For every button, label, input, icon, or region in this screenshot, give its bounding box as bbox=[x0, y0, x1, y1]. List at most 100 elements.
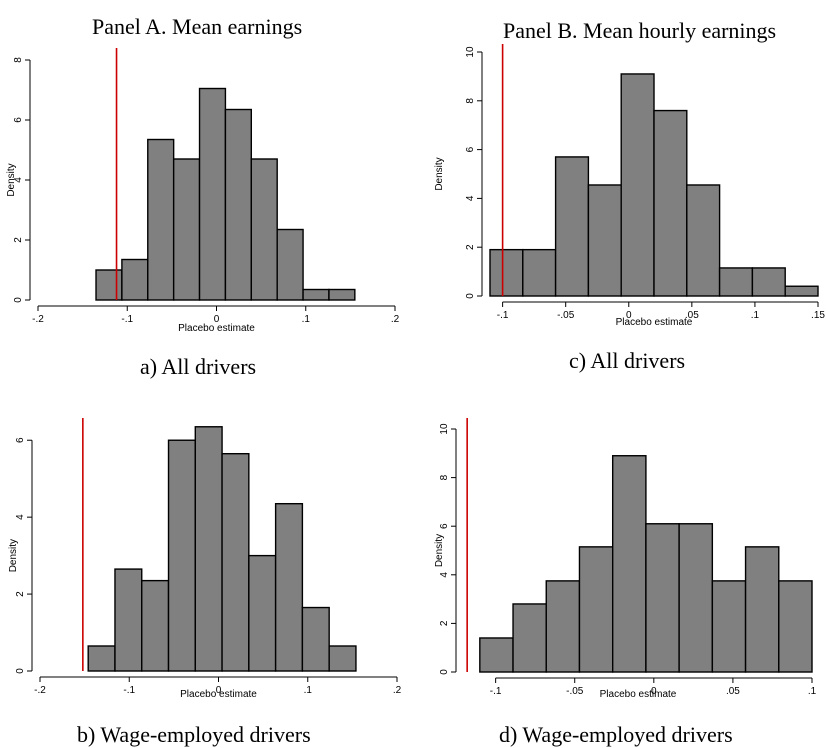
y-axis-label: Density bbox=[434, 534, 445, 567]
y-tick-label: 6 bbox=[465, 146, 476, 152]
histogram-bar bbox=[545, 580, 581, 673]
histogram-bar bbox=[121, 258, 149, 301]
x-tick-label: -.1 bbox=[490, 686, 502, 697]
histogram-bar bbox=[522, 248, 557, 297]
y-tick-label: 4 bbox=[465, 195, 476, 201]
x-tick-label: .2 bbox=[391, 314, 400, 325]
histogram-bar bbox=[744, 546, 780, 673]
histogram-bar bbox=[686, 184, 721, 297]
histogram-bar bbox=[678, 523, 714, 673]
histogram-bar bbox=[645, 523, 680, 673]
histogram-bar bbox=[114, 568, 143, 672]
histogram-bar bbox=[274, 502, 304, 672]
x-tick-label: .1 bbox=[751, 310, 760, 321]
x-tick-label: -.2 bbox=[32, 314, 44, 325]
y-tick-label: 10 bbox=[465, 46, 476, 58]
x-axis-label: Placebo estimate bbox=[180, 689, 257, 700]
histogram-bar bbox=[328, 288, 356, 301]
x-tick-label: .1 bbox=[302, 314, 311, 325]
y-tick-label: 8 bbox=[439, 474, 450, 480]
histogram-bar bbox=[718, 267, 754, 297]
x-tick-label: -.05 bbox=[566, 686, 584, 697]
histogram-bar bbox=[784, 285, 819, 297]
histogram-bar bbox=[554, 156, 590, 297]
y-tick-label: 4 bbox=[13, 177, 24, 183]
histogram-bar bbox=[512, 603, 547, 673]
x-axis-label: Placebo estimate bbox=[178, 323, 255, 334]
x-tick-label: .15 bbox=[811, 310, 825, 321]
y-tick-label: 2 bbox=[13, 237, 24, 243]
histogram-bar bbox=[479, 637, 514, 673]
panel-a-title: Panel A. Mean earnings bbox=[92, 14, 303, 39]
x-tick-label: 0 bbox=[651, 686, 657, 697]
y-axis-label: Density bbox=[6, 163, 17, 196]
y-tick-label: 8 bbox=[465, 98, 476, 104]
histogram-bar bbox=[172, 158, 201, 301]
histogram-a: 0 2 4 6 8 -.2 -.1 0 .1 .2 Placebo estimate Density bbox=[6, 48, 400, 334]
y-tick-label: 0 bbox=[13, 297, 24, 303]
y-tick-label: 8 bbox=[13, 57, 24, 63]
histogram-bar bbox=[198, 87, 227, 301]
y-tick-label: 6 bbox=[13, 117, 24, 123]
histogram-bar bbox=[328, 645, 357, 672]
caption-c: c) All drivers bbox=[569, 348, 686, 373]
panel-b-title: Panel B. Mean hourly earnings bbox=[503, 18, 777, 43]
histogram-bar bbox=[302, 288, 330, 301]
x-tick-label: .05 bbox=[726, 686, 740, 697]
y-tick-label: 4 bbox=[439, 572, 450, 578]
x-tick-label: -.2 bbox=[34, 685, 46, 696]
histogram-bar bbox=[221, 452, 250, 672]
x-tick-label: -.1 bbox=[121, 314, 133, 325]
y-tick-label: 0 bbox=[439, 669, 450, 675]
histogram-bar bbox=[611, 455, 647, 673]
histogram-bar bbox=[276, 228, 304, 301]
histogram-bar bbox=[87, 645, 116, 672]
histogram-bar bbox=[587, 184, 622, 297]
histogram-d: 0 2 4 6 8 10 -.1 -.05 0 .05 .1 Placebo estimate Dens… bbox=[434, 418, 817, 700]
x-tick-label: -.05 bbox=[557, 310, 575, 321]
caption-a: a) All drivers bbox=[140, 354, 257, 379]
y-tick-label: 2 bbox=[439, 620, 450, 626]
x-tick-label: .1 bbox=[808, 686, 817, 697]
x-tick-label: .1 bbox=[304, 685, 313, 696]
histogram-bar bbox=[751, 267, 786, 297]
x-tick-label: -.1 bbox=[123, 685, 135, 696]
histogram-bar bbox=[653, 109, 688, 297]
histogram-c: 0 2 4 6 8 10 -.1 -.05 0 .05 .1 .15 Placebo estimate D… bbox=[434, 44, 825, 328]
histogram-bar bbox=[711, 580, 747, 673]
x-axis-label: Placebo estimate bbox=[616, 317, 693, 328]
x-axis-label: Placebo estimate bbox=[600, 689, 677, 700]
y-axis-label: Density bbox=[8, 539, 19, 572]
y-tick-label: 0 bbox=[15, 668, 26, 674]
histogram-bar bbox=[578, 546, 614, 673]
histogram-bar bbox=[489, 248, 524, 297]
y-tick-label: 2 bbox=[15, 591, 26, 597]
histogram-bar bbox=[250, 158, 278, 301]
x-tick-label: 0 bbox=[216, 685, 222, 696]
histogram-bar bbox=[141, 579, 170, 672]
x-tick-label: 0 bbox=[214, 314, 220, 325]
histogram-bar bbox=[224, 108, 253, 301]
x-tick-label: -.1 bbox=[497, 310, 509, 321]
y-axis-label: Density bbox=[434, 157, 445, 190]
y-tick-label: 2 bbox=[465, 244, 476, 250]
caption-b: b) Wage-employed drivers bbox=[77, 722, 311, 747]
x-tick-label: .05 bbox=[685, 310, 699, 321]
histogram-bar bbox=[194, 426, 223, 672]
histogram-bar bbox=[147, 138, 175, 301]
y-tick-label: 6 bbox=[439, 523, 450, 529]
x-tick-label: .2 bbox=[393, 685, 402, 696]
histogram-bar bbox=[301, 606, 330, 672]
y-tick-label: 0 bbox=[465, 293, 476, 299]
histogram-bar bbox=[167, 439, 196, 672]
histogram-bar bbox=[620, 73, 655, 297]
histogram-b: 0 2 4 6 -.2 -.1 0 .1 .2 Placebo estimate Density bbox=[8, 418, 402, 700]
histogram-bar bbox=[95, 269, 123, 301]
y-tick-label: 6 bbox=[15, 437, 26, 443]
y-tick-label: 4 bbox=[15, 514, 26, 520]
histogram-bar bbox=[778, 580, 813, 673]
x-tick-label: 0 bbox=[626, 310, 632, 321]
y-tick-label: 10 bbox=[439, 423, 450, 435]
histogram-bar bbox=[248, 554, 277, 672]
caption-d: d) Wage-employed drivers bbox=[499, 722, 733, 747]
